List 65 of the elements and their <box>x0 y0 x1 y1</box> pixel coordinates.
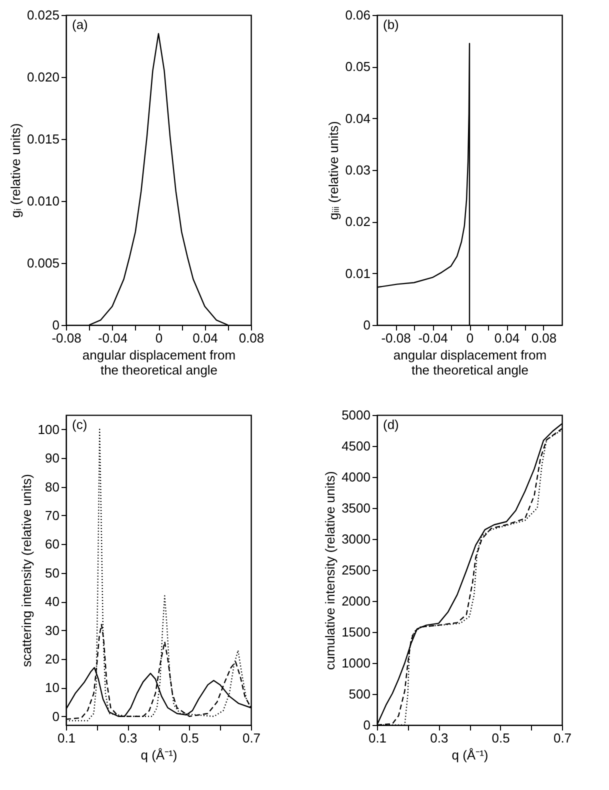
y-tick-label: 0 <box>52 708 60 724</box>
y-tick-label: 4500 <box>342 438 370 454</box>
y-tick-label: 40 <box>45 594 60 610</box>
x-tick-label: -0.04 <box>98 330 128 346</box>
x-tick-label: 0.1 <box>368 730 387 746</box>
annotation: (c) <box>72 417 88 432</box>
x-tick-label: 0.04 <box>192 330 218 346</box>
x-tick-label: 0.7 <box>553 730 572 746</box>
x-axis-title: q (Å⁻¹) <box>452 748 488 762</box>
y-tick-label: 0.03 <box>345 162 370 178</box>
y-tick-label: 0.01 <box>345 266 370 281</box>
y-tick-label: 0.06 <box>345 8 370 22</box>
y-tick-label: 30 <box>45 622 60 638</box>
y-axis-title: cumulative intensity (relative units) <box>322 471 338 670</box>
x-tick-label: -0.08 <box>52 330 82 346</box>
y-tick-label: 0 <box>363 318 370 332</box>
x-tick-label: 0.08 <box>531 330 557 346</box>
x-tick-label: 0 <box>155 330 163 346</box>
y-tick-label: 50 <box>45 565 60 580</box>
y-tick-label: 20 <box>45 651 60 666</box>
y-tick-label: 10 <box>45 680 60 696</box>
y-tick-label: 3500 <box>342 500 370 516</box>
y-tick-label: 0.02 <box>345 214 370 230</box>
y-tick-label: 0 <box>363 718 370 732</box>
x-axis-title: q (Å⁻¹) <box>140 748 178 762</box>
y-tick-label: 100 <box>38 422 60 437</box>
x-axis-title: angular displacement from the theoretical angle <box>82 348 236 378</box>
x-tick-label: 0.3 <box>430 730 448 746</box>
y-tick-label: 2000 <box>342 594 370 608</box>
y-tick-label: 5000 <box>342 408 370 422</box>
y-tick-label: 2500 <box>342 562 370 578</box>
x-tick-label: 0.7 <box>242 730 261 746</box>
x-tick-label: 0.5 <box>492 730 510 746</box>
y-tick-label: 0.010 <box>26 194 60 208</box>
annotation: (a) <box>72 17 88 32</box>
y-tick-label: 4000 <box>342 470 370 484</box>
x-axis-title: angular displacement from the theoretical angle <box>393 348 547 378</box>
x-tick-label: -0.08 <box>381 330 411 346</box>
y-tick-label: 1500 <box>342 624 370 640</box>
y-axis-title: gᵢ (relative units) <box>8 123 23 218</box>
x-tick-label: 0.5 <box>180 730 199 746</box>
y-tick-label: 60 <box>45 536 60 552</box>
x-tick-label: -0.04 <box>418 330 448 346</box>
x-tick-label: 0.3 <box>119 730 138 746</box>
annotation: (d) <box>383 417 399 432</box>
y-tick-label: 0.04 <box>345 110 370 126</box>
y-axis-title: scattering intensity (relative units) <box>18 474 34 667</box>
y-tick-label: 0.005 <box>26 256 60 270</box>
x-tick-label: 0.08 <box>238 330 264 346</box>
y-tick-label: 70 <box>45 508 60 523</box>
y-tick-label: 0 <box>52 318 60 332</box>
annotation: (b) <box>383 17 399 32</box>
y-tick-label: 90 <box>45 450 60 466</box>
y-tick-label: 0.015 <box>26 132 60 146</box>
y-axis-title: gᵢᵢᵢ (relative units) <box>326 121 342 220</box>
y-tick-label: 0.05 <box>345 59 370 74</box>
x-tick-label: 0 <box>466 330 474 346</box>
y-tick-label: 3000 <box>342 532 370 546</box>
x-tick-label: 0.1 <box>57 730 76 746</box>
y-tick-label: 80 <box>45 479 60 494</box>
y-tick-label: 1000 <box>342 656 370 670</box>
y-tick-label: 500 <box>348 686 370 702</box>
y-tick-label: 0.020 <box>26 70 60 84</box>
y-tick-label: 0.025 <box>26 8 60 22</box>
x-tick-label: 0.04 <box>494 330 520 346</box>
